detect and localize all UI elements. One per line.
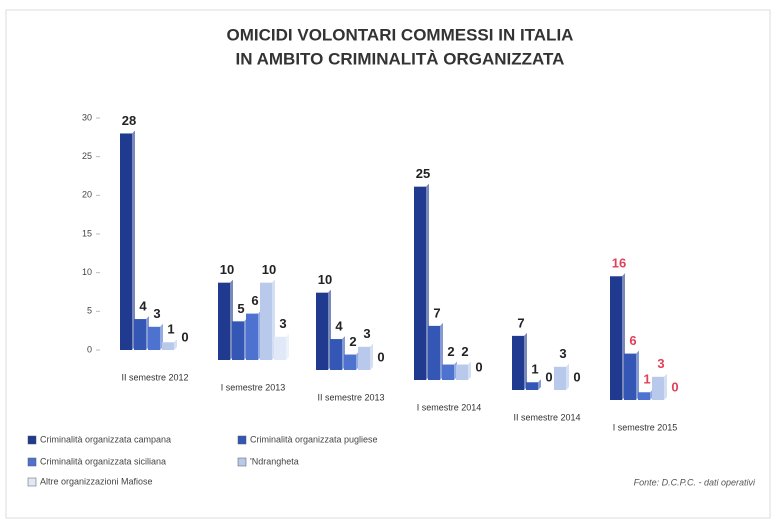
bar: [456, 364, 468, 380]
data-label: 5: [237, 301, 244, 316]
data-label: 16: [612, 256, 626, 271]
bar: [218, 282, 230, 360]
bar: [358, 346, 370, 370]
y-tick-label: 20: [82, 190, 92, 200]
bar: [148, 326, 160, 350]
bar: [316, 292, 328, 370]
data-label: 7: [433, 305, 440, 320]
legend-label: Criminalità organizzata pugliese: [250, 434, 378, 444]
data-label: 2: [461, 344, 468, 359]
data-label: 4: [139, 299, 147, 314]
bar: [344, 354, 356, 370]
bar-side: [370, 343, 373, 370]
x-tick-label: I semestre 2014: [417, 402, 482, 412]
data-label: 4: [335, 319, 343, 334]
legend-label: Criminalità organizzata campana: [40, 434, 171, 444]
chart-title: OMICIDI VOLONTARI COMMESSI IN ITALIA: [227, 25, 574, 44]
bar-side: [468, 361, 471, 380]
bar: [260, 282, 272, 360]
bar: [652, 376, 664, 400]
bar: [120, 133, 132, 350]
bar: [162, 342, 174, 350]
legend-swatch: [237, 457, 247, 467]
legend-swatch: [27, 435, 37, 445]
bar: [624, 353, 636, 400]
bar: [414, 186, 426, 380]
data-label: 3: [153, 306, 160, 321]
x-tick-label: II semestre 2014: [513, 412, 580, 422]
legend-label: 'Ndrangheta: [250, 456, 299, 466]
y-tick-label: 25: [82, 151, 92, 161]
bar-side: [664, 373, 667, 400]
data-label: 3: [363, 326, 370, 341]
bar-side: [132, 130, 135, 350]
legend-swatch: [237, 435, 247, 445]
bar: [246, 313, 258, 360]
bar: [554, 366, 566, 390]
data-label: 7: [517, 315, 524, 330]
bar-side: [538, 379, 541, 390]
y-tick-label: 0: [87, 344, 92, 354]
data-label: 6: [251, 293, 258, 308]
data-label: 2: [349, 334, 356, 349]
y-tick-label: 10: [82, 267, 92, 277]
data-label: 0: [573, 369, 580, 384]
bar: [512, 335, 524, 390]
data-label: 0: [671, 379, 678, 394]
data-label: 25: [416, 166, 430, 181]
data-label: 28: [122, 113, 136, 128]
bar-side: [566, 363, 569, 390]
source: Fonte: D.C.P.C. - dati operativi: [634, 477, 756, 487]
y-tick-label: 30: [82, 112, 92, 122]
data-label: 6: [629, 333, 636, 348]
data-label: 10: [262, 262, 276, 277]
bar-side: [636, 350, 639, 400]
data-label: 3: [559, 346, 566, 361]
data-label: 0: [377, 349, 384, 364]
x-tick-label: I semestre 2015: [613, 422, 678, 432]
x-tick-label: I semestre 2013: [221, 382, 286, 392]
legend-swatch: [27, 457, 37, 467]
data-label: 1: [531, 362, 538, 377]
legend-label: Criminalità organizzata siciliana: [40, 456, 166, 466]
data-label: 3: [279, 316, 286, 331]
bar-side: [174, 339, 177, 350]
x-tick-label: II semestre 2013: [317, 392, 384, 402]
bar-side: [524, 332, 527, 390]
data-label: 10: [318, 272, 332, 287]
bar: [232, 321, 244, 360]
data-label: 2: [447, 344, 454, 359]
data-label: 0: [475, 359, 482, 374]
bar: [610, 276, 622, 400]
data-label: 10: [220, 262, 234, 277]
bar: [330, 339, 342, 370]
data-label: 0: [545, 369, 552, 384]
bar: [442, 364, 454, 380]
data-label: 1: [167, 322, 174, 337]
bar: [526, 382, 538, 390]
data-label: 0: [181, 329, 188, 344]
data-label: 1: [643, 372, 650, 387]
y-tick-label: 15: [82, 228, 92, 238]
bar: [428, 325, 440, 380]
chart-title: IN AMBITO CRIMINALITÀ ORGANIZZATA: [236, 49, 565, 68]
y-tick-label: 5: [87, 306, 92, 316]
legend-swatch: [27, 477, 37, 487]
bar: [638, 392, 650, 400]
legend-label: Altre organizzazioni Mafiose: [40, 476, 153, 486]
bar: [134, 319, 146, 350]
bar: [274, 336, 286, 360]
data-label: 3: [657, 356, 664, 371]
x-tick-label: II semestre 2012: [121, 372, 188, 382]
bar-side: [286, 333, 289, 360]
